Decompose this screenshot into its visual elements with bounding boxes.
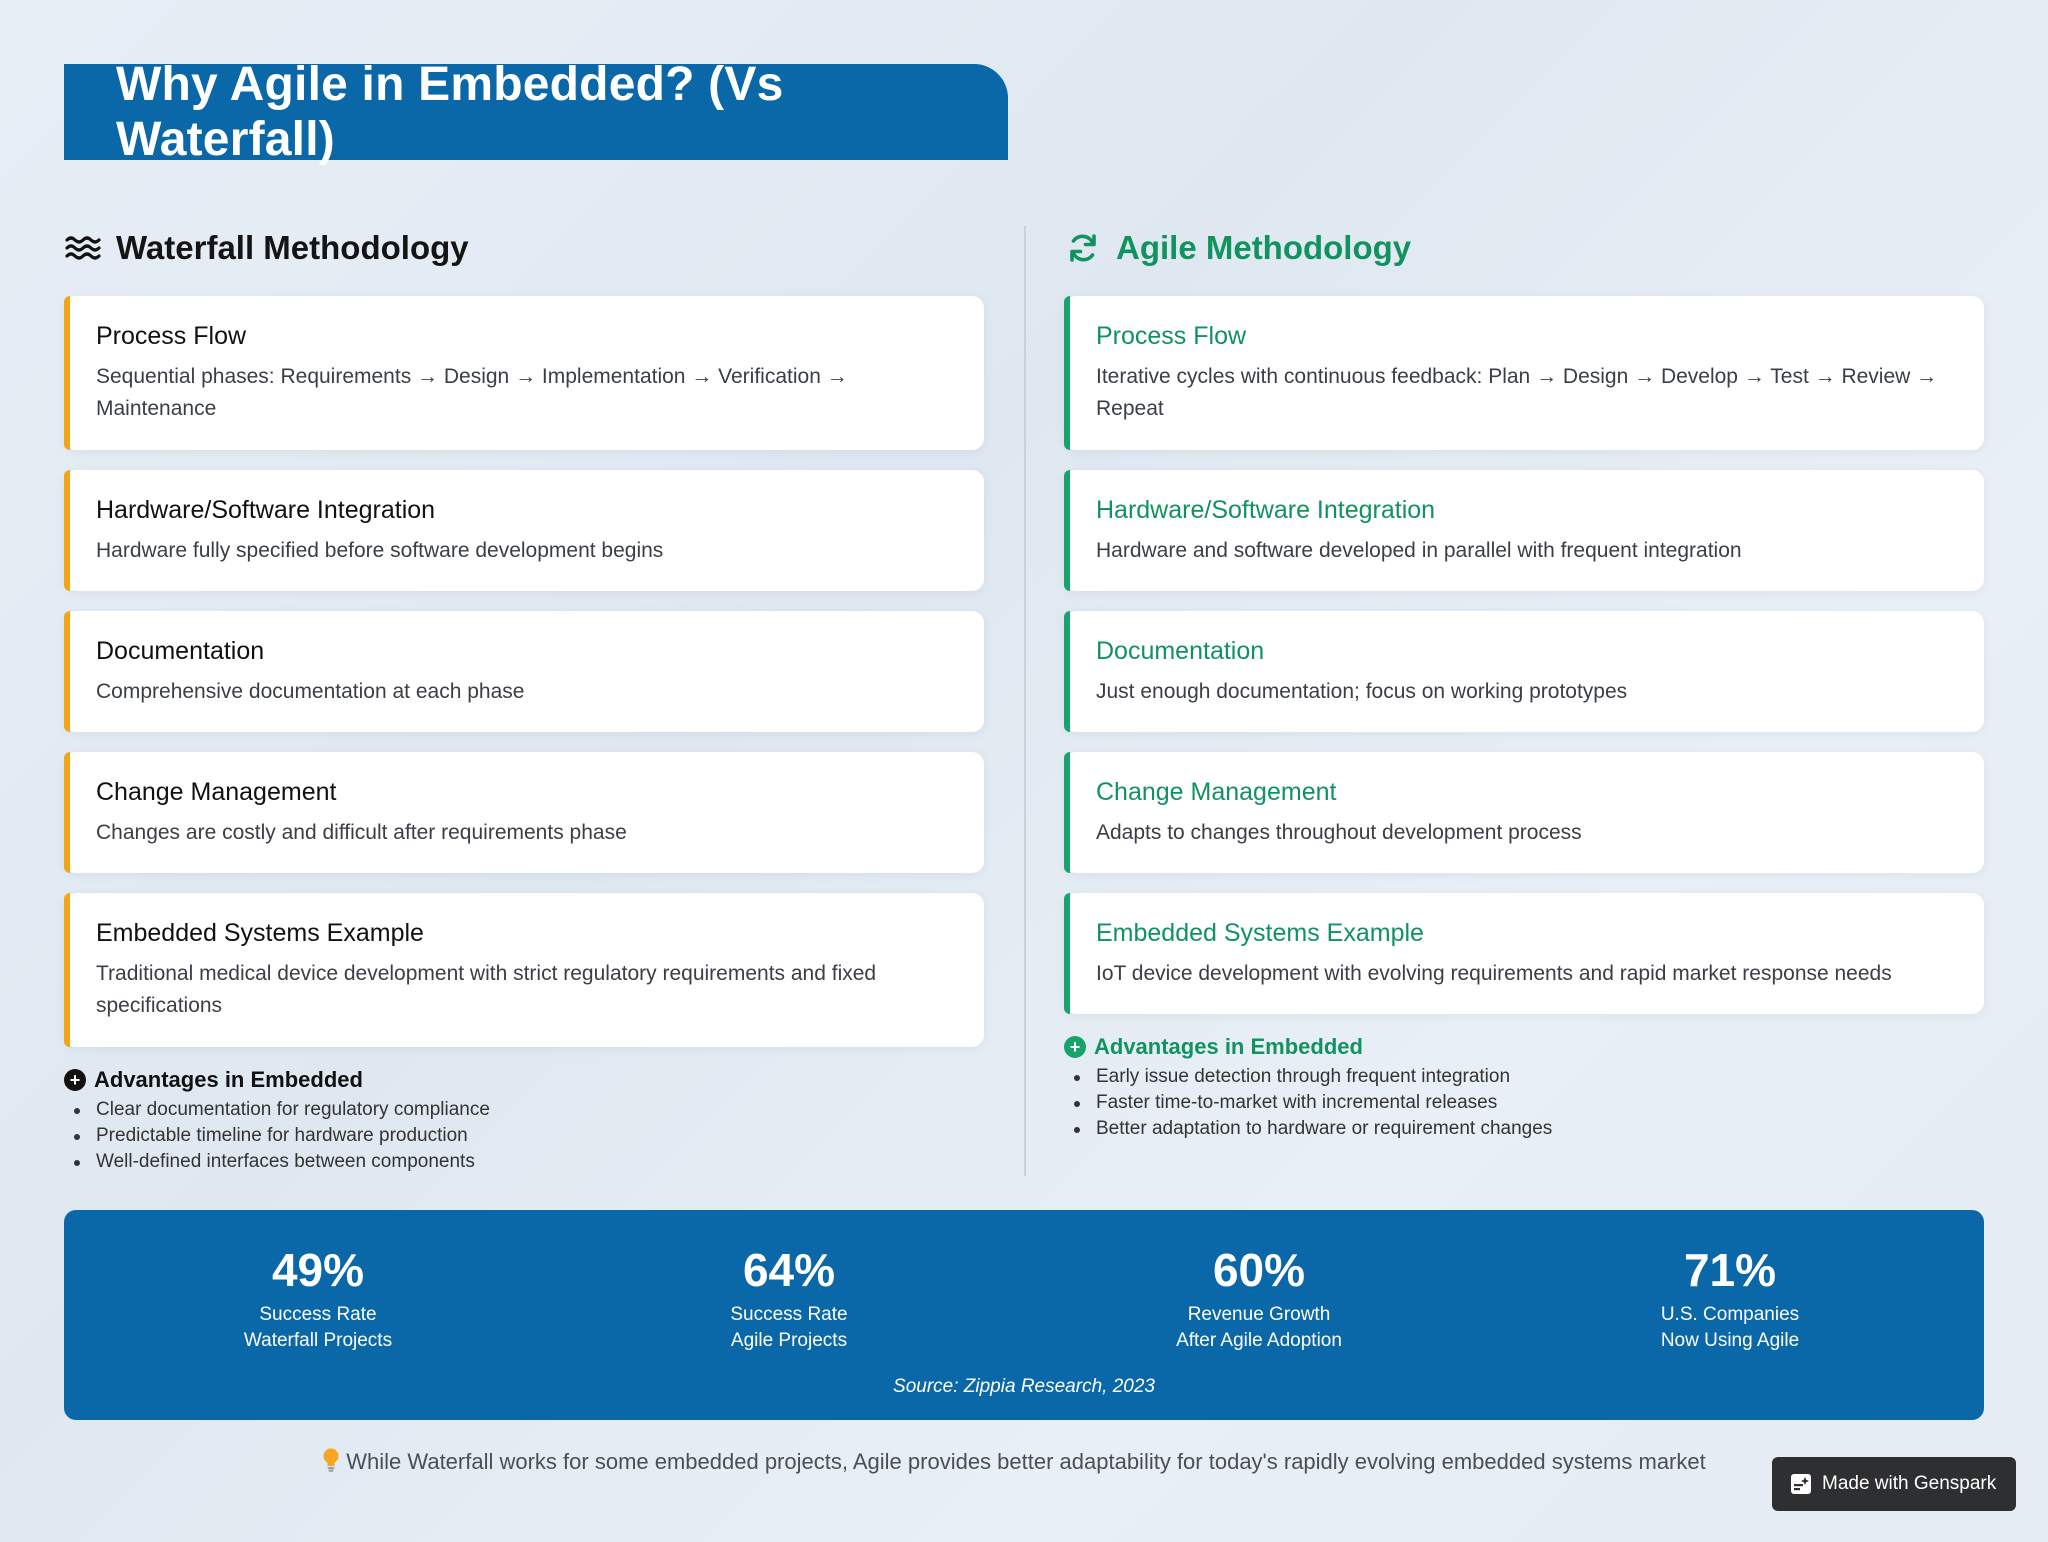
waterfall-card-integration: Hardware/Software Integration Hardware f… [64, 470, 984, 591]
agile-header: Agile Methodology [1064, 220, 1984, 276]
list-item: Predictable timeline for hardware produc… [72, 1123, 984, 1149]
agile-column: Agile Methodology Process Flow Iterative… [1064, 220, 1984, 1142]
lightbulb-icon [322, 1448, 340, 1478]
column-divider [1024, 226, 1026, 1176]
card-text: IoT device development with evolving req… [1096, 962, 1892, 985]
stat-label: Now Using Agile [1660, 1330, 1800, 1351]
stat-label: Agile Projects [730, 1330, 848, 1351]
card-title: Process Flow [1096, 322, 1247, 350]
card-text: Iterative cycles with continuous feedbac… [1096, 365, 1938, 420]
card-text: Traditional medical device development w… [96, 962, 877, 1017]
waterfall-heading: Waterfall Methodology [116, 229, 469, 266]
waterfall-column: Waterfall Methodology Process Flow Seque… [64, 220, 984, 1175]
footer-note: While Waterfall works for some embedded … [0, 1448, 2048, 1478]
agile-heading: Agile Methodology [1116, 229, 1412, 266]
genspark-icon [1790, 1473, 1812, 1495]
advantages-heading: + Advantages in Embedded [1064, 1034, 1984, 1060]
sync-icon [1064, 229, 1102, 267]
card-title: Process Flow [96, 322, 247, 350]
agile-card-documentation: Documentation Just enough documentation;… [1064, 611, 1984, 732]
list-item: Faster time-to-market with incremental r… [1072, 1090, 1984, 1116]
card-text: Hardware and software developed in paral… [1096, 539, 1742, 562]
agile-card-change-management: Change Management Adapts to changes thro… [1064, 752, 1984, 873]
agile-card-integration: Hardware/Software Integration Hardware a… [1064, 470, 1984, 591]
agile-advantages: + Advantages in Embedded Early issue det… [1064, 1034, 1984, 1142]
title-banner: Why Agile in Embedded? (Vs Waterfall) [64, 58, 1008, 166]
agile-card-process-flow: Process Flow Iterative cycles with conti… [1064, 296, 1984, 450]
card-text: Adapts to changes throughout development… [1096, 821, 1582, 844]
waterfall-header: Waterfall Methodology [64, 220, 984, 276]
stat-label: Success Rate [259, 1304, 377, 1325]
waterfall-card-change-management: Change Management Changes are costly and… [64, 752, 984, 873]
stat-value: 49% [271, 1244, 365, 1296]
footer-note-text: While Waterfall works for some embedded … [346, 1449, 1706, 1474]
waterfall-card-documentation: Documentation Comprehensive documentatio… [64, 611, 984, 732]
stat-revenue-growth: 60% Revenue Growth After Agile Adoption [1059, 1244, 1459, 1354]
stat-label: U.S. Companies [1660, 1304, 1800, 1325]
card-title: Embedded Systems Example [96, 919, 424, 947]
advantages-heading: + Advantages in Embedded [64, 1067, 984, 1093]
card-text: Comprehensive documentation at each phas… [96, 680, 525, 703]
made-with-genspark-badge[interactable]: Made with Genspark [1772, 1457, 2016, 1511]
card-text: Hardware fully specified before software… [96, 539, 664, 562]
card-title: Change Management [96, 778, 337, 806]
stat-us-companies: 71% U.S. Companies Now Using Agile [1530, 1244, 1930, 1354]
stats-source: Source: Zippia Research, 2023 [893, 1376, 1155, 1397]
stat-label: After Agile Adoption [1176, 1330, 1342, 1351]
stat-label: Revenue Growth [1187, 1304, 1331, 1325]
water-icon [64, 229, 102, 267]
stat-value: 71% [1683, 1244, 1777, 1296]
waterfall-card-process-flow: Process Flow Sequential phases: Requirem… [64, 296, 984, 450]
badge-label: Made with Genspark [1822, 1473, 1997, 1494]
page-title: Why Agile in Embedded? (Vs Waterfall) [116, 58, 784, 166]
stats-banner: 49% Success Rate Waterfall Projects 64% … [64, 1210, 1984, 1420]
plus-circle-icon: + [64, 1069, 86, 1091]
list-item: Well-defined interfaces between componen… [72, 1149, 984, 1175]
list-item: Clear documentation for regulatory compl… [72, 1097, 984, 1123]
stat-value: 64% [742, 1244, 836, 1296]
card-title: Documentation [96, 637, 265, 665]
card-text: Changes are costly and difficult after r… [96, 821, 627, 844]
plus-circle-icon: + [1064, 1036, 1086, 1058]
card-title: Hardware/Software Integration [1096, 496, 1436, 524]
card-title: Documentation [1096, 637, 1265, 665]
card-title: Hardware/Software Integration [96, 496, 436, 524]
stat-value: 60% [1212, 1244, 1306, 1296]
advantages-list: Clear documentation for regulatory compl… [64, 1097, 984, 1175]
agile-card-embedded-example: Embedded Systems Example IoT device deve… [1064, 893, 1984, 1014]
card-title: Change Management [1096, 778, 1337, 806]
card-text: Sequential phases: Requirements → Design… [96, 365, 848, 420]
stat-label: Waterfall Projects [243, 1330, 393, 1351]
stat-waterfall-success: 49% Success Rate Waterfall Projects [118, 1244, 518, 1354]
advantages-list: Early issue detection through frequent i… [1064, 1064, 1984, 1142]
waterfall-card-embedded-example: Embedded Systems Example Traditional med… [64, 893, 984, 1047]
list-item: Better adaptation to hardware or require… [1072, 1116, 1984, 1142]
stat-agile-success: 64% Success Rate Agile Projects [589, 1244, 989, 1354]
waterfall-advantages: + Advantages in Embedded Clear documenta… [64, 1067, 984, 1175]
card-title: Embedded Systems Example [1096, 919, 1424, 947]
card-text: Just enough documentation; focus on work… [1096, 680, 1628, 703]
list-item: Early issue detection through frequent i… [1072, 1064, 1984, 1090]
stat-label: Success Rate [730, 1304, 848, 1325]
